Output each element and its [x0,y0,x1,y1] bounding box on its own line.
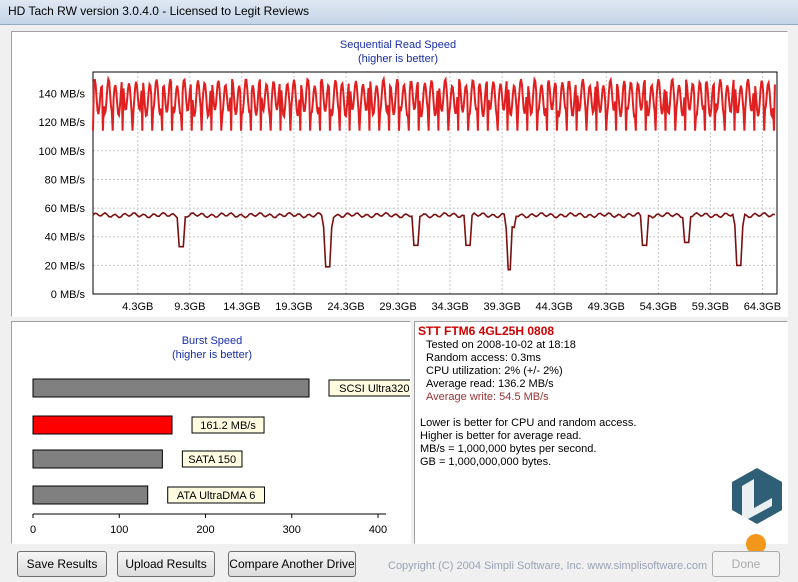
burst-chart: Burst Speed (higher is better) SCSI Ultr… [30,335,410,536]
seq-x-tick-label: 39.3GB [483,301,520,313]
burst-x-tick-label: 300 [283,524,301,536]
seq-x-tick-label: 49.3GB [588,301,625,313]
burst-label: SATA 150 [188,454,236,466]
burst-bar [32,485,149,505]
burst-x-tick-label: 100 [110,524,128,536]
note-gb: GB = 1,000,000,000 bytes. [420,456,552,468]
average-write: Average write: 54.5 MB/s [426,391,549,403]
burst-label: ATA UltraDMA 6 [177,490,255,502]
tested-on: Tested on 2008-10-02 at 18:18 [426,339,576,351]
seq-x-tick-label: 59.3GB [692,301,729,313]
random-access: Random access: 0.3ms [426,352,541,364]
seq-y-tick-label: 0 MB/s [51,289,86,301]
burst-label-box [167,486,266,504]
seq-title: Sequential Read Speed [340,39,456,51]
copyright-text: Copyright (C) 2004 Simpli Software, Inc.… [388,560,708,572]
seq-x-tick-label: 54.3GB [640,301,677,313]
drive-name: STT FTM6 4GL25H 0808 [418,324,555,338]
seq-x-tick-label: 14.3GB [223,301,260,313]
burst-panel: Burst Speed (higher is better) SCSI Ultr… [11,321,411,544]
seq-y-tick-label: 20 MB/s [45,260,86,272]
burst-subtitle: (higher is better) [172,349,252,361]
seq-y-tick-label: 40 MB/s [45,232,86,244]
burst-bar [32,378,310,398]
burst-label-box [191,416,265,434]
seq-x-tick-label: 4.3GB [122,301,153,313]
note-mbs: MB/s = 1,000,000 bytes per second. [420,443,597,455]
seq-x-tick-label: 64.3GB [744,301,781,313]
seq-x-tick-label: 9.3GB [174,301,205,313]
drive-info: STT FTM6 4GL25H 0808 Tested on 2008-10-0… [418,324,788,544]
seq-y-tick-label: 80 MB/s [45,174,86,186]
burst-title: Burst Speed [182,335,243,347]
burst-x-tick-label: 0 [30,524,36,536]
burst-label: 161.2 MB/s [200,420,256,432]
seq-x-tick-label: 19.3GB [275,301,312,313]
seq-x-tick-label: 44.3GB [536,301,573,313]
burst-x-tick-label: 400 [369,524,387,536]
burst-label: SCSI Ultra320 [339,383,409,395]
seq-subtitle: (higher is better) [358,53,438,65]
burst-bar [32,449,163,469]
legit-reviews-logo [732,468,782,554]
burst-label-box [181,450,243,468]
seq-y-tick-label: 60 MB/s [45,203,86,215]
sequential-chart: Sequential Read Speed (higher is better)… [39,39,782,313]
burst-bar [32,415,173,435]
seq-y-tick-label: 100 MB/s [39,146,86,158]
seq-y-tick-label: 140 MB/s [39,88,86,100]
compare-drive-button[interactable]: Compare Another Drive [228,551,356,577]
sequential-panel: Sequential Read Speed (higher is better)… [11,31,788,317]
write-speed-line [92,211,775,271]
seq-x-tick-label: 24.3GB [327,301,364,313]
info-panel [414,321,788,544]
cpu-utilization: CPU utilization: 2% (+/- 2%) [426,365,563,377]
orange-ball-icon [746,534,766,554]
seq-plot-area [92,71,778,295]
title-bar: HD Tach RW version 3.0.4.0 - Licensed to… [0,0,798,25]
note-cpu: Lower is better for CPU and random acces… [420,417,637,429]
note-read: Higher is better for average read. [420,430,582,442]
average-read: Average read: 136.2 MB/s [426,378,554,390]
burst-x-tick-label: 200 [196,524,214,536]
done-button[interactable]: Done [712,551,780,577]
seq-y-tick-label: 120 MB/s [39,117,86,129]
save-results-button[interactable]: Save Results [17,551,107,577]
seq-x-tick-label: 29.3GB [379,301,416,313]
upload-results-button[interactable]: Upload Results [117,551,215,577]
burst-label-box [328,379,410,397]
read-speed-line [92,75,776,131]
window-title: HD Tach RW version 3.0.4.0 - Licensed to… [8,4,310,18]
seq-x-tick-label: 34.3GB [431,301,468,313]
